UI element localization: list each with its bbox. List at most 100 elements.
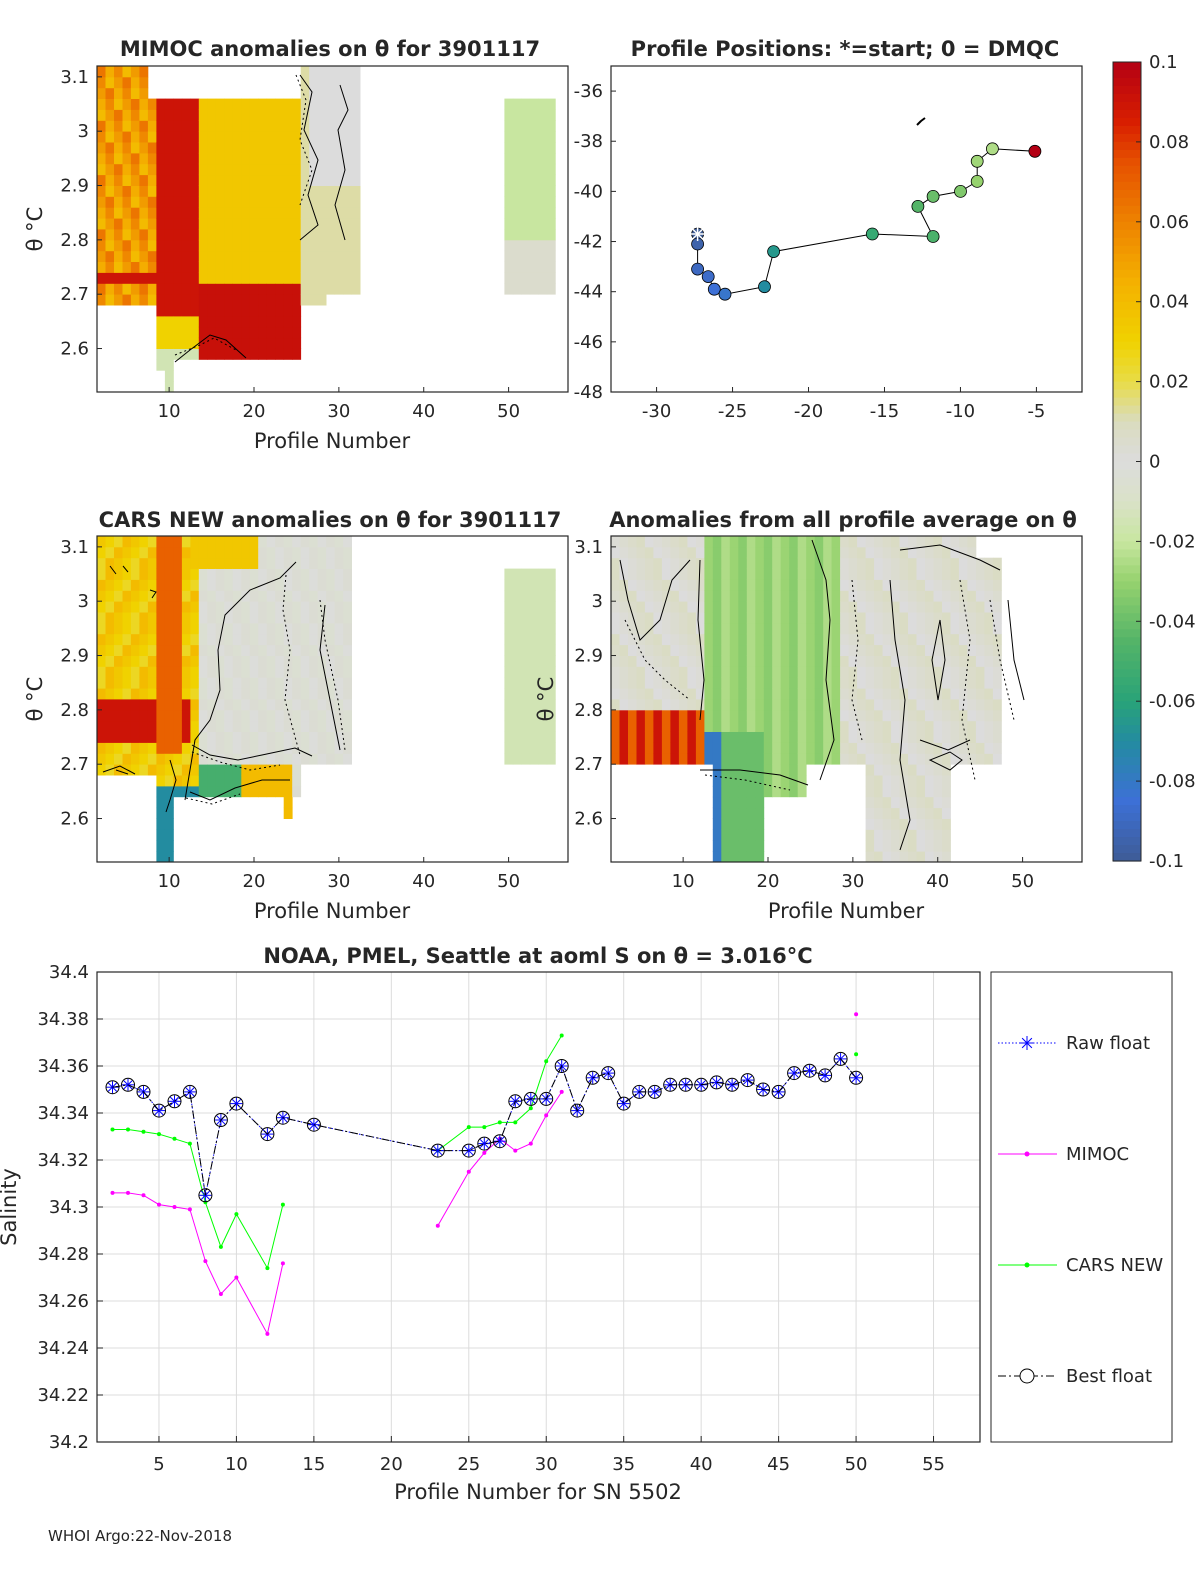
heat-cell bbox=[721, 785, 731, 798]
heat-cell bbox=[181, 218, 191, 230]
cars-axes-frame bbox=[96, 535, 569, 863]
heat-cell bbox=[619, 655, 629, 667]
colorbar-swatch bbox=[1113, 517, 1141, 527]
heat-cell bbox=[139, 568, 149, 580]
heat-cell bbox=[512, 229, 522, 241]
heat-cell bbox=[958, 720, 968, 732]
heat-cell bbox=[695, 677, 705, 689]
heat-cell bbox=[712, 612, 722, 624]
heat-cell bbox=[130, 109, 140, 121]
heat-cell bbox=[326, 557, 335, 569]
heat-cell bbox=[97, 601, 106, 613]
heat-cell bbox=[865, 851, 875, 862]
heat-cell bbox=[504, 185, 514, 197]
footer-stamp: WHOI Argo:22-Nov-2018 bbox=[48, 1527, 232, 1545]
heat-cell bbox=[521, 229, 531, 241]
heat-cell bbox=[232, 612, 242, 624]
heat-cell bbox=[661, 666, 671, 678]
heat-cell bbox=[933, 557, 943, 569]
heat-cell bbox=[789, 775, 799, 787]
heat-cell bbox=[198, 612, 208, 624]
mimoc-ticks: 10 20 30 40 503.132.92.82.72.6 bbox=[60, 67, 520, 422]
heat-cell bbox=[147, 536, 157, 548]
heat-cell bbox=[173, 764, 183, 776]
colorbar-tick-label: 0.04 bbox=[1149, 292, 1189, 313]
heat-cell bbox=[258, 785, 268, 798]
heat-cell bbox=[865, 601, 875, 613]
heat-cell bbox=[628, 666, 637, 678]
heat-cell bbox=[114, 239, 123, 252]
heat-cell bbox=[967, 677, 977, 689]
heat-cell bbox=[831, 546, 841, 559]
heat-cell bbox=[695, 622, 705, 635]
heat-cell bbox=[266, 579, 276, 591]
heat-cell bbox=[300, 622, 310, 635]
heat-cell bbox=[546, 709, 556, 722]
heat-cell bbox=[857, 655, 866, 667]
heat-cell bbox=[164, 152, 174, 165]
heat-cell bbox=[865, 644, 875, 656]
heat-cell bbox=[207, 315, 217, 328]
heat-cell bbox=[156, 731, 166, 743]
heat-cell bbox=[207, 174, 217, 186]
heat-cell bbox=[687, 731, 697, 743]
heat-cell bbox=[529, 720, 539, 732]
heat-cell bbox=[653, 731, 663, 743]
heat-cell bbox=[105, 174, 115, 186]
colorbar-ticks: 0.10.080.060.040.020-0.02-0.04-0.06-0.08… bbox=[1136, 52, 1196, 872]
heat-cell bbox=[529, 655, 539, 667]
heat-cell bbox=[190, 315, 200, 328]
heat-cell bbox=[950, 655, 960, 667]
heat-cell bbox=[521, 709, 531, 722]
heat-cell bbox=[958, 546, 968, 559]
heat-cell bbox=[241, 546, 251, 559]
heat-cell bbox=[958, 579, 968, 591]
colorbar-swatch bbox=[1113, 213, 1141, 223]
heat-cell bbox=[678, 590, 688, 602]
heat-cell bbox=[309, 590, 319, 602]
heat-cell bbox=[343, 250, 352, 262]
heat-cell bbox=[275, 152, 285, 165]
positions-title: Profile Positions: *=start; 0 = DMQC bbox=[631, 37, 1060, 61]
heat-cell bbox=[190, 196, 200, 208]
heat-cell bbox=[198, 666, 208, 678]
heat-cell bbox=[738, 546, 748, 559]
heat-cell bbox=[139, 612, 149, 624]
heat-cell bbox=[343, 699, 352, 711]
heat-cell bbox=[512, 568, 522, 580]
heat-cell bbox=[746, 807, 756, 819]
colorbar-swatch bbox=[1113, 77, 1141, 87]
heat-cell bbox=[156, 207, 166, 219]
heat-cell bbox=[249, 196, 259, 208]
heat-cell bbox=[241, 775, 251, 787]
colorbar-swatch bbox=[1113, 757, 1141, 766]
heat-cell bbox=[275, 120, 285, 132]
heat-cell bbox=[130, 655, 140, 667]
heat-cell bbox=[619, 677, 629, 689]
series-point bbox=[229, 1096, 244, 1111]
heat-cell bbox=[772, 764, 782, 776]
heat-cell bbox=[857, 753, 866, 765]
heat-cell bbox=[704, 666, 714, 678]
heat-cell bbox=[772, 568, 782, 580]
heat-cell bbox=[232, 753, 242, 765]
heat-cell bbox=[147, 688, 157, 700]
heat-cell bbox=[746, 851, 756, 862]
series-point bbox=[466, 1169, 471, 1174]
heat-cell bbox=[309, 109, 319, 121]
heat-cell bbox=[670, 568, 680, 580]
heat-cell bbox=[865, 557, 875, 569]
heat-cell bbox=[925, 579, 934, 591]
heat-cell bbox=[258, 709, 268, 722]
series-point bbox=[110, 1127, 115, 1132]
heat-cell bbox=[925, 796, 934, 809]
heat-cell bbox=[266, 720, 276, 732]
heat-cell bbox=[317, 644, 327, 656]
heat-cell bbox=[97, 76, 106, 89]
heat-cell bbox=[156, 677, 166, 689]
heat-cell bbox=[351, 174, 361, 186]
heat-cell bbox=[114, 612, 123, 624]
heat-cell bbox=[309, 294, 319, 306]
colorbar-tick-label: 0.06 bbox=[1149, 212, 1189, 233]
